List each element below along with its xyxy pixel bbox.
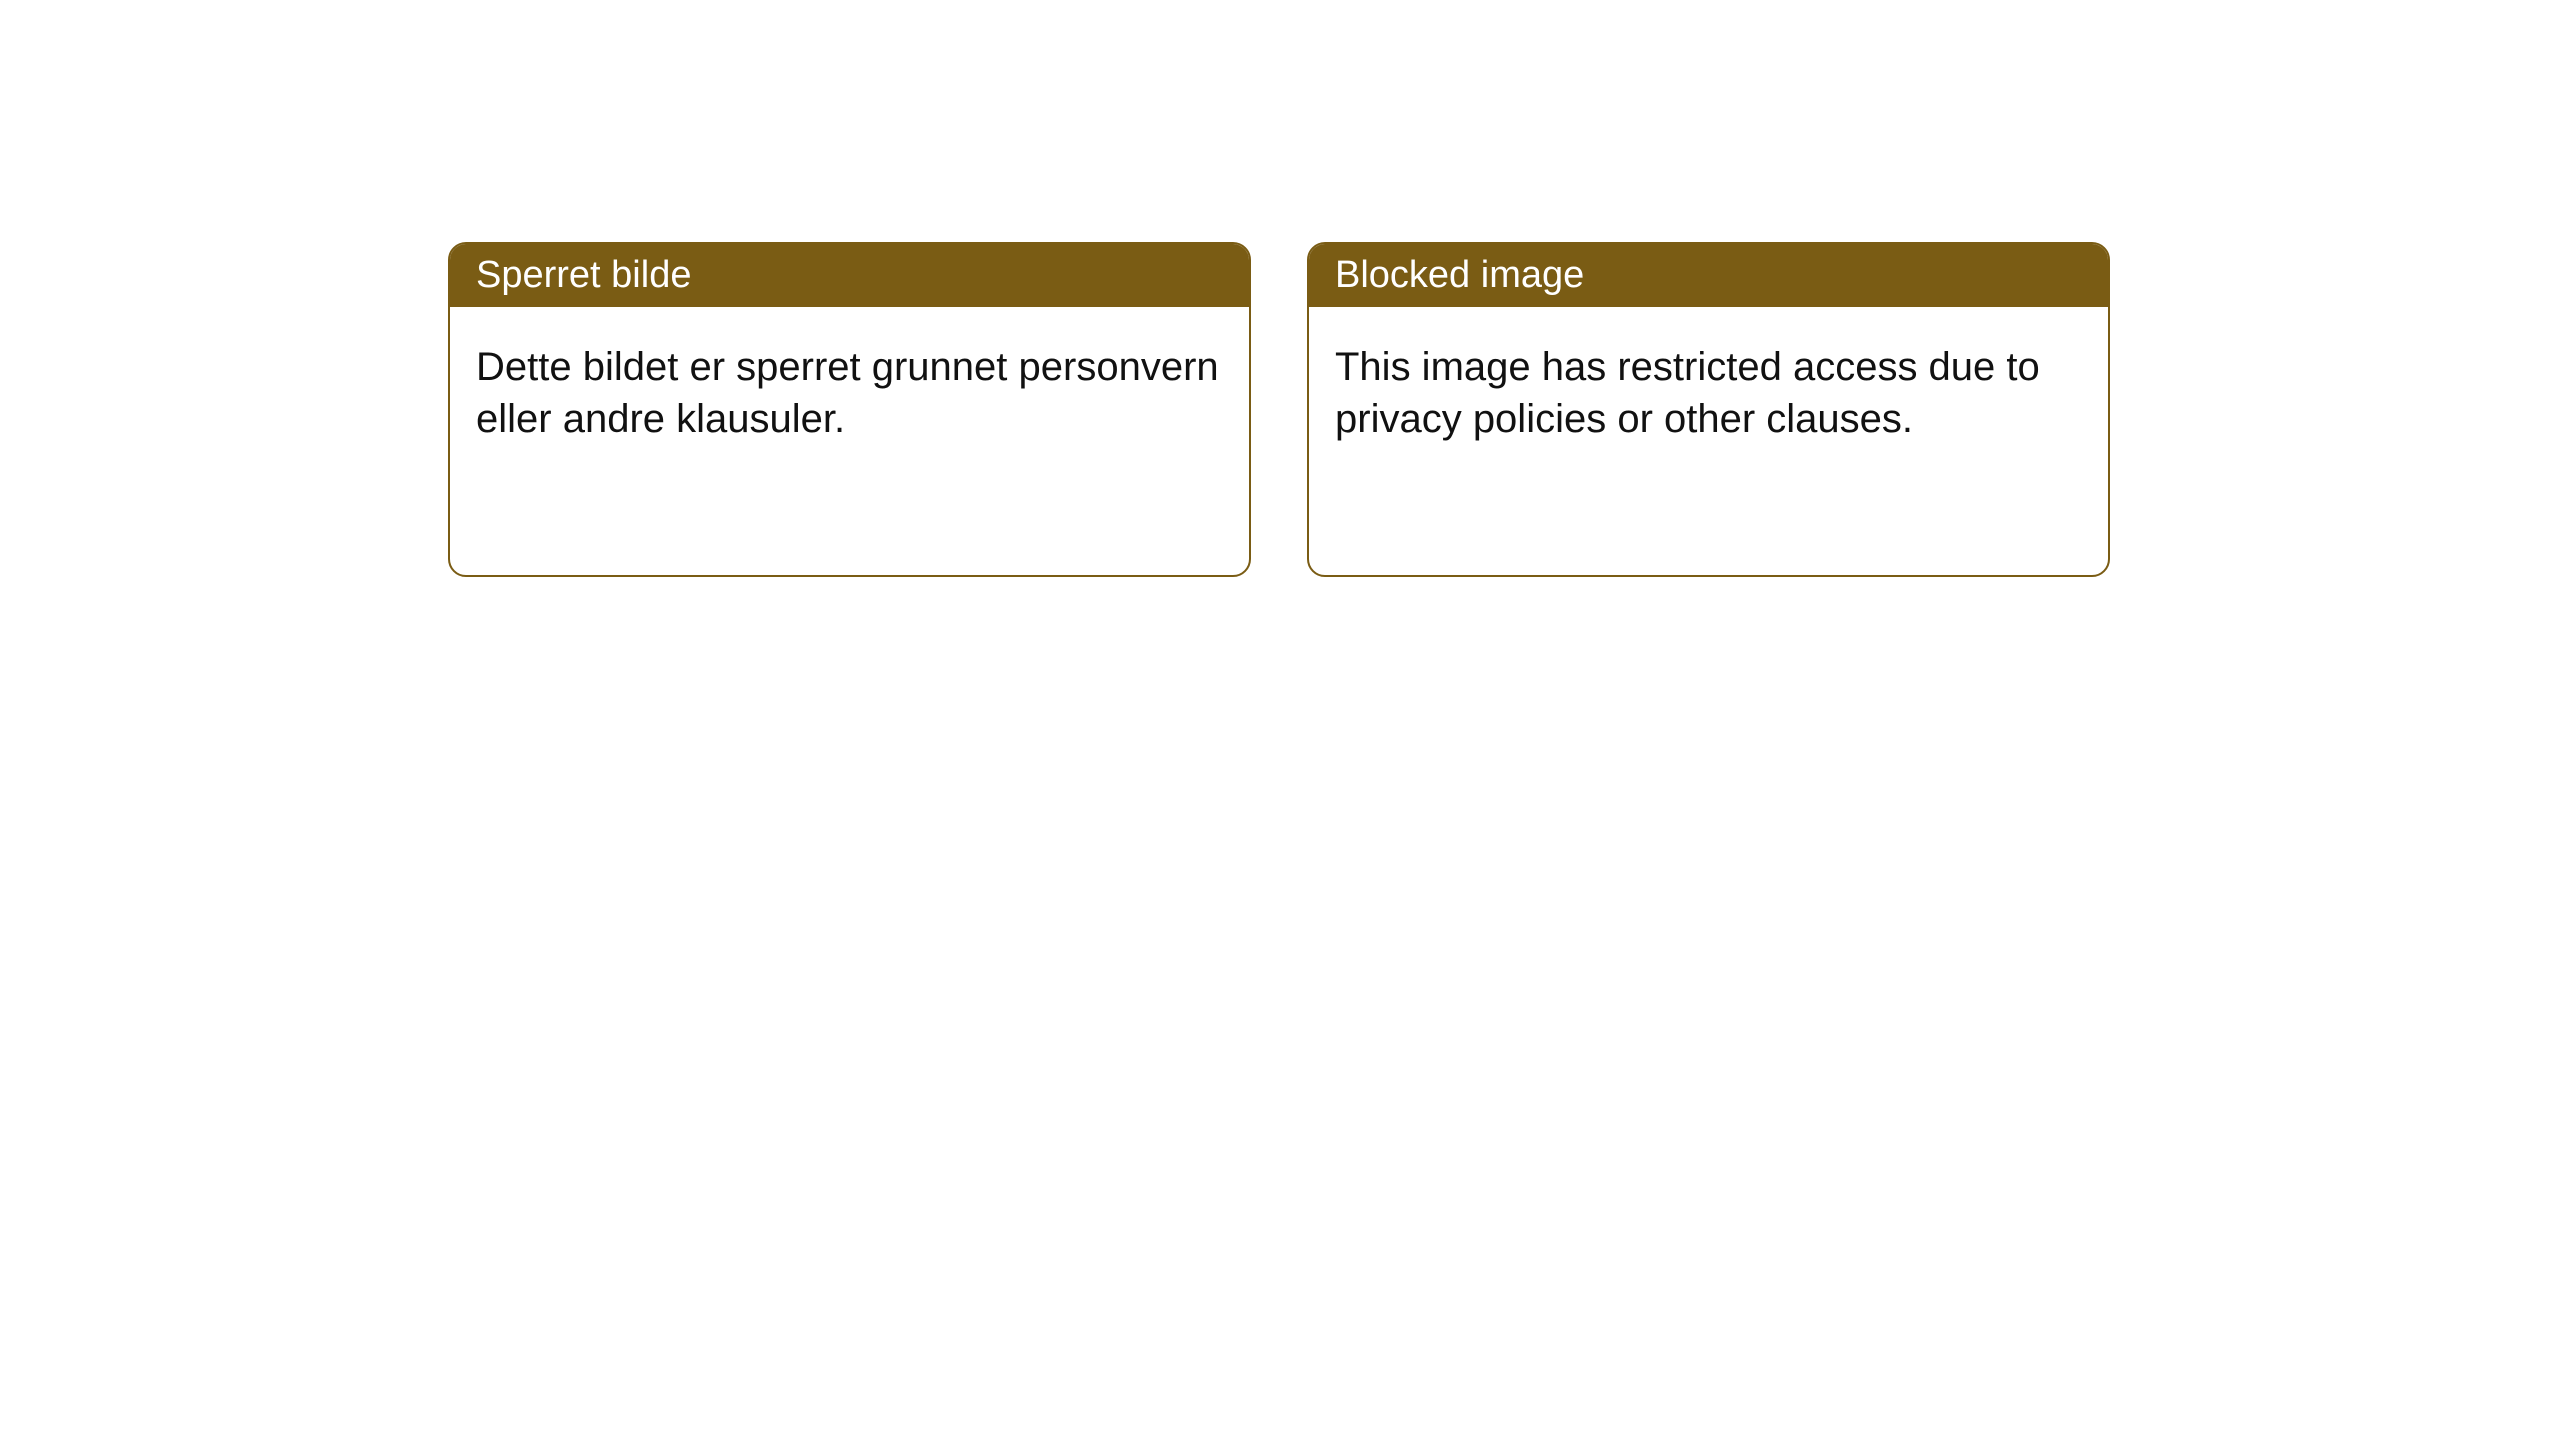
notice-text: Dette bildet er sperret grunnet personve… [476, 345, 1219, 441]
notice-container: Sperret bilde Dette bildet er sperret gr… [0, 0, 2560, 577]
notice-text: This image has restricted access due to … [1335, 345, 2040, 441]
notice-body: Dette bildet er sperret grunnet personve… [450, 307, 1249, 479]
notice-header: Sperret bilde [450, 244, 1249, 307]
notice-title: Blocked image [1335, 254, 1584, 296]
notice-card-norwegian: Sperret bilde Dette bildet er sperret gr… [448, 242, 1251, 577]
notice-title: Sperret bilde [476, 254, 691, 296]
notice-header: Blocked image [1309, 244, 2108, 307]
notice-body: This image has restricted access due to … [1309, 307, 2108, 479]
notice-card-english: Blocked image This image has restricted … [1307, 242, 2110, 577]
